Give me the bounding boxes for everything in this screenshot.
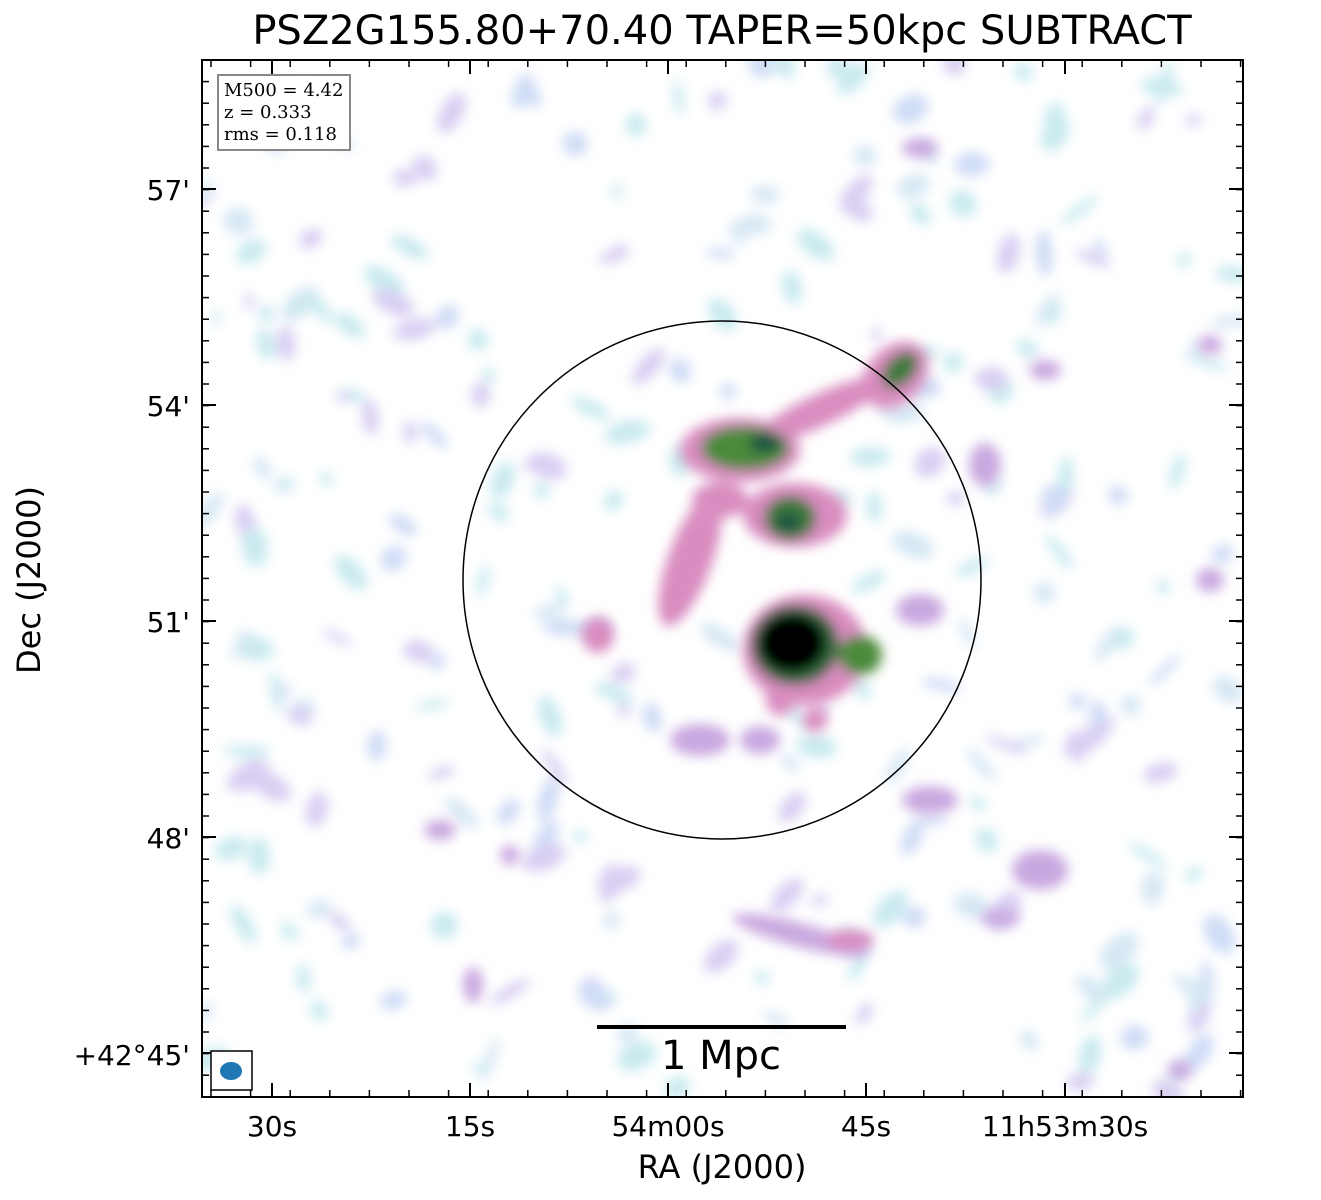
y-tick-label: 54' xyxy=(146,390,190,423)
info-legend: M500 = 4.42 z = 0.333 rms = 0.118 xyxy=(217,74,352,151)
y-axis-title: Dec (J2000) xyxy=(10,486,48,674)
mass-label: M500 = 4.42 xyxy=(224,80,344,101)
y-tick-label: +42°45' xyxy=(73,1039,190,1072)
x-tick-label: 15s xyxy=(444,1110,496,1143)
beam-ellipse xyxy=(220,1062,242,1080)
plot-title: PSZ2G155.80+70.40 TAPER=50kpc SUBTRACT xyxy=(252,8,1192,54)
x-tick-label: 30s xyxy=(246,1110,298,1143)
y-tick-label: 57' xyxy=(146,174,190,207)
redshift-label: z = 0.333 xyxy=(224,102,312,123)
y-tick-label: 51' xyxy=(146,606,190,639)
y-tick-label: 48' xyxy=(146,822,190,855)
x-tick-label: 54m00s xyxy=(611,1110,725,1143)
r500-circle xyxy=(462,320,982,840)
emission-layer xyxy=(202,60,1243,1097)
x-axis-title: RA (J2000) xyxy=(637,1148,807,1186)
x-tick-label: 45s xyxy=(840,1110,892,1143)
axis-ticks xyxy=(202,59,1243,1098)
rms-label: rms = 0.118 xyxy=(224,124,337,145)
x-tick-label: 11h53m30s xyxy=(981,1110,1149,1143)
scalebar-label: 1 Mpc xyxy=(660,1033,782,1079)
